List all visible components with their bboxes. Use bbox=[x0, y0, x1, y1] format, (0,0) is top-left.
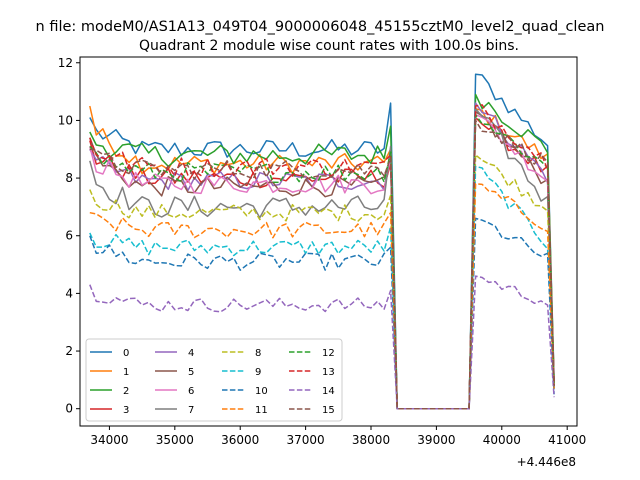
x-axis: 34000 35000 36000 37000 38000 39000 40000 41000 bbox=[90, 426, 586, 447]
legend-label-4: 4 bbox=[188, 348, 194, 359]
legend-label-10: 10 bbox=[255, 386, 268, 397]
series-line-2 bbox=[89, 93, 555, 410]
x-tick-label-0: 34000 bbox=[90, 433, 128, 447]
series-line-4 bbox=[89, 102, 555, 410]
series-line-5 bbox=[89, 111, 555, 410]
series-line-9 bbox=[89, 165, 555, 410]
series-line-8 bbox=[89, 154, 555, 410]
legend-label-6: 6 bbox=[188, 386, 194, 397]
series-line-12 bbox=[89, 113, 555, 410]
legend-label-8: 8 bbox=[255, 348, 261, 359]
legend-box bbox=[85, 338, 343, 422]
series-layer bbox=[89, 73, 555, 410]
y-tick-label-2: 4 bbox=[65, 286, 73, 300]
legend-label-15: 15 bbox=[322, 405, 335, 416]
y-tick-label-1: 2 bbox=[65, 344, 73, 358]
legend-label-0: 0 bbox=[123, 348, 129, 359]
series-line-10 bbox=[89, 217, 555, 410]
x-tick-label-4: 38000 bbox=[352, 433, 390, 447]
series-line-7 bbox=[89, 108, 555, 410]
y-tick-label-4: 8 bbox=[65, 171, 73, 185]
plot-frame bbox=[79, 56, 578, 427]
series-line-11 bbox=[89, 183, 555, 410]
x-tick-label-6: 40000 bbox=[483, 433, 521, 447]
x-tick-label-2: 36000 bbox=[221, 433, 259, 447]
legend-label-14: 14 bbox=[322, 386, 335, 397]
x-axis-offset-label: +4.446e8 bbox=[517, 455, 576, 469]
series-line-14 bbox=[89, 275, 555, 410]
x-tick-label-5: 39000 bbox=[417, 433, 455, 447]
legend-label-3: 3 bbox=[123, 405, 129, 416]
x-tick-label-1: 35000 bbox=[156, 433, 194, 447]
series-line-3 bbox=[89, 116, 555, 410]
series-line-15 bbox=[89, 119, 555, 410]
legend-label-9: 9 bbox=[255, 367, 261, 378]
legend-label-5: 5 bbox=[188, 367, 194, 378]
figure-suptitle: n file: modeM0/AS1A13_049T04_9000006048_… bbox=[36, 19, 605, 35]
y-tick-label-6: 12 bbox=[58, 56, 73, 70]
y-axis: 0 2 4 6 8 10 12 bbox=[58, 56, 80, 416]
legend-label-2: 2 bbox=[123, 386, 129, 397]
legend-label-7: 7 bbox=[188, 405, 194, 416]
legend-label-11: 11 bbox=[255, 405, 268, 416]
legend-label-1: 1 bbox=[123, 367, 129, 378]
legend-label-13: 13 bbox=[322, 367, 335, 378]
series-line-0 bbox=[89, 73, 555, 410]
y-tick-label-3: 6 bbox=[65, 229, 73, 243]
y-tick-label-5: 10 bbox=[58, 113, 73, 127]
x-tick-label-7: 41000 bbox=[548, 433, 586, 447]
y-tick-label-0: 0 bbox=[65, 402, 73, 416]
legend-label-12: 12 bbox=[322, 348, 335, 359]
chart-title: Quadrant 2 module wise count rates with … bbox=[139, 38, 519, 54]
x-tick-label-3: 37000 bbox=[287, 433, 325, 447]
